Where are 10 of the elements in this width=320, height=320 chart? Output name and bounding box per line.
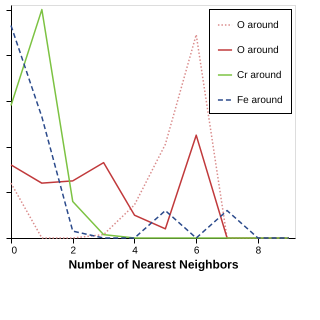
legend-label: Cr around: [237, 70, 282, 81]
legend-label: Fe around: [237, 95, 283, 106]
x-tick-label: 4: [132, 246, 138, 256]
x-tick-label: 2: [70, 246, 76, 256]
x-tick-label: 6: [194, 246, 200, 256]
x-tick-label: 0: [12, 246, 18, 256]
x-axis-title: Number of Nearest Neighbors: [68, 258, 239, 272]
legend-label: O around: [237, 45, 279, 56]
x-tick-label: 8: [256, 246, 262, 256]
legend-label: O around: [237, 20, 279, 31]
